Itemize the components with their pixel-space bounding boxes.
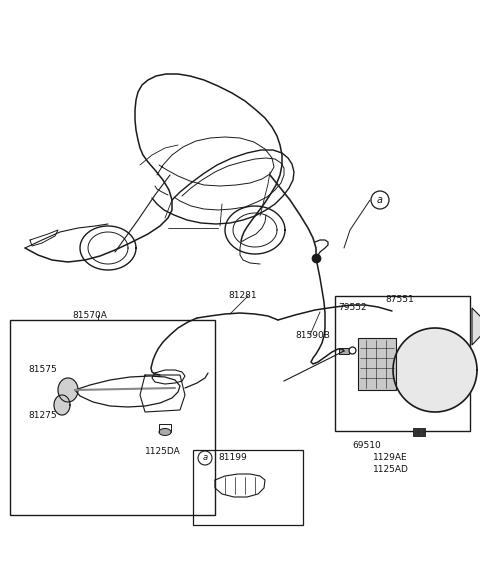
Polygon shape: [393, 328, 477, 412]
Polygon shape: [54, 395, 70, 415]
Text: 1125AD: 1125AD: [373, 465, 409, 473]
Bar: [339, 348, 349, 354]
Bar: [358, 338, 396, 390]
Ellipse shape: [159, 429, 171, 435]
Polygon shape: [58, 378, 78, 402]
Bar: [10, 320, 215, 515]
Text: 1129AE: 1129AE: [373, 453, 408, 461]
Text: 81199: 81199: [218, 453, 247, 462]
Text: 1125DA: 1125DA: [145, 448, 181, 457]
Text: 81570A: 81570A: [72, 311, 107, 320]
Text: a: a: [377, 195, 383, 205]
Text: 79552: 79552: [338, 304, 367, 312]
Text: 81281: 81281: [228, 292, 257, 300]
Text: 81575: 81575: [28, 366, 57, 375]
Polygon shape: [472, 308, 480, 345]
Bar: [413, 428, 425, 436]
Text: 81275: 81275: [28, 410, 57, 419]
Text: 81590B: 81590B: [295, 331, 330, 339]
Text: a: a: [203, 453, 207, 462]
Bar: [193, 450, 303, 525]
Text: 87551: 87551: [385, 296, 414, 304]
Bar: [335, 296, 470, 431]
Text: 69510: 69510: [352, 441, 381, 449]
